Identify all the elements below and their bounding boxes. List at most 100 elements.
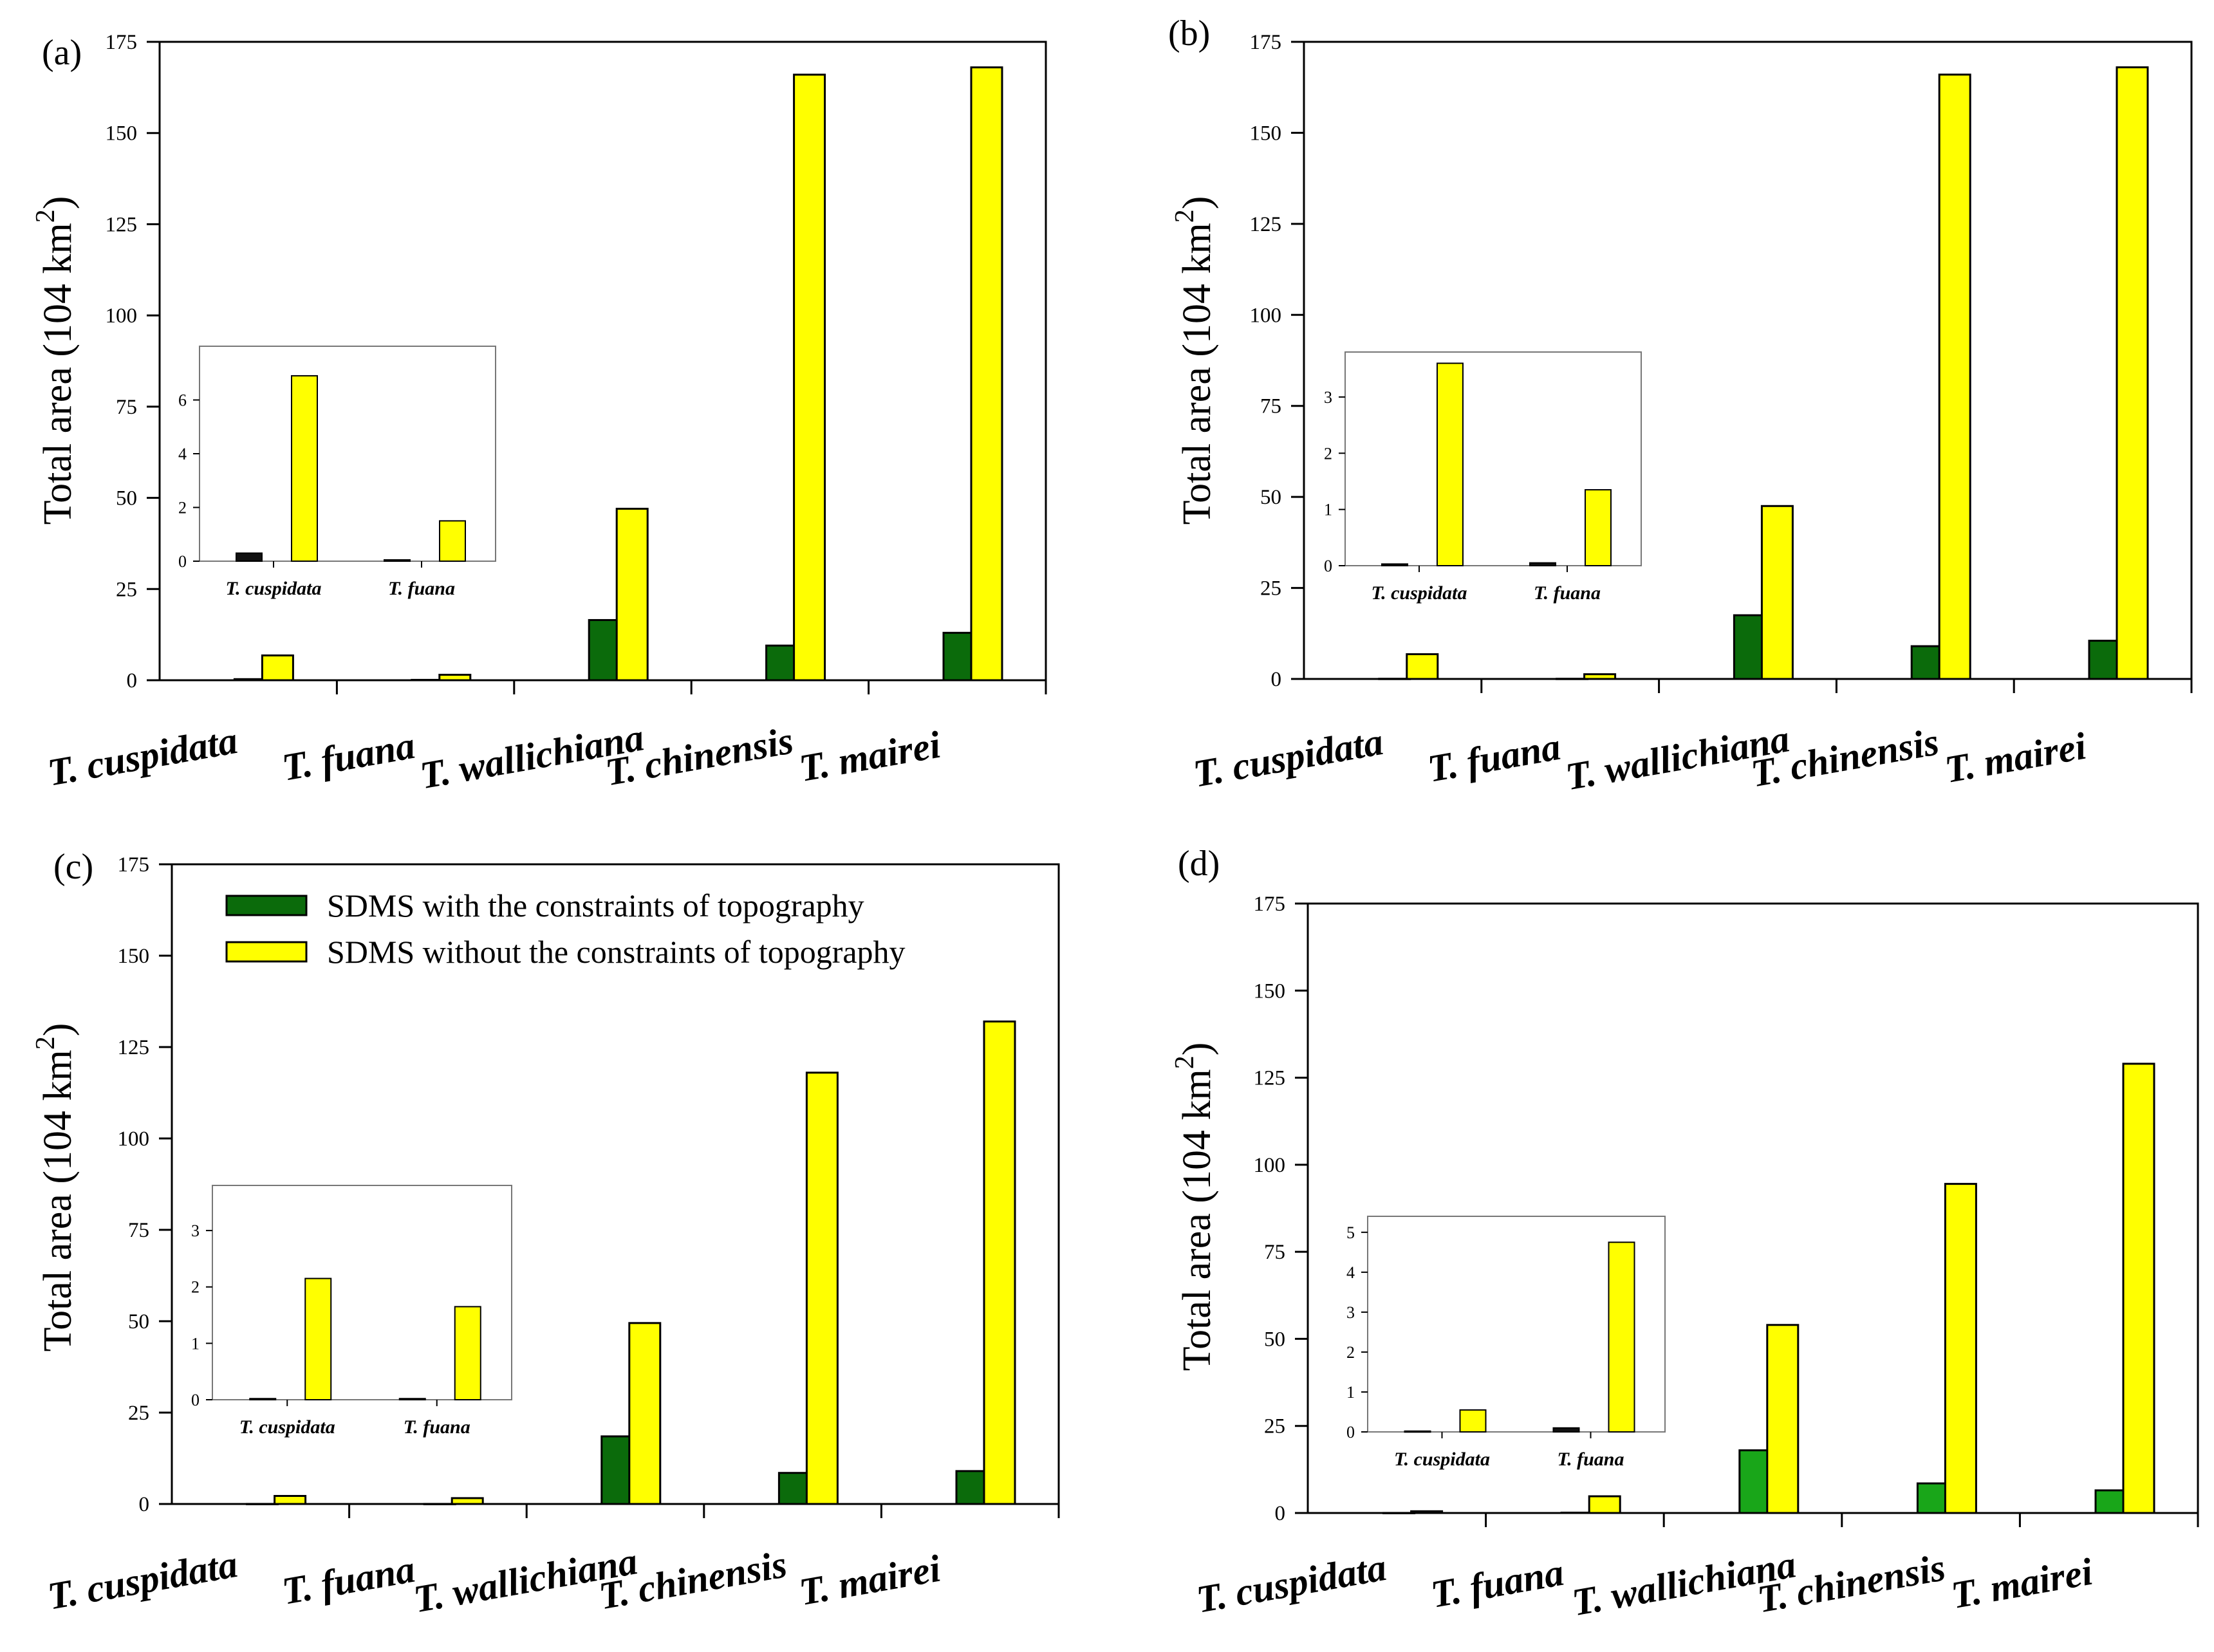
- legend-label-without-constraints: SDMS without the constraints of topograp…: [327, 934, 906, 970]
- category-label: T. fuana: [279, 1548, 418, 1613]
- inset-y-tick-label: 2: [1324, 444, 1332, 463]
- inset-y-tick-label: 4: [178, 445, 187, 463]
- category-label: T. cuspidata: [1190, 720, 1386, 795]
- category-label: T. mairei: [796, 723, 944, 790]
- inset-y-tick-label: 3: [191, 1221, 200, 1240]
- y-tick-label: 75: [116, 396, 137, 419]
- bar-without-constraints: [1766, 1324, 1800, 1514]
- inset-bar-with-constraints: [398, 1398, 426, 1400]
- y-axis-label: Total area (104 km2): [1170, 1043, 1219, 1371]
- inset-category-label: T. fuana: [404, 1416, 470, 1438]
- y-tick-label: 0: [1275, 1502, 1286, 1525]
- y-tick-label: 25: [1260, 577, 1281, 600]
- bar-without-constraints: [1583, 673, 1617, 680]
- bar-without-constraints: [615, 508, 649, 682]
- bar-without-constraints: [1760, 505, 1794, 680]
- category-label: T. mairei: [796, 1547, 944, 1613]
- y-tick-label: 50: [1264, 1328, 1285, 1351]
- bar-without-constraints: [2122, 1063, 2155, 1514]
- inset-y-tick-label: 0: [1346, 1423, 1355, 1442]
- y-axis-label-close: ): [1175, 196, 1219, 210]
- panel-label: (d): [1178, 844, 1220, 884]
- inset-category-label: T. cuspidata: [226, 578, 322, 599]
- inset-bar-without-constraints: [1585, 489, 1612, 566]
- bar-without-constraints: [1944, 1183, 1977, 1514]
- category-label: T. fuana: [279, 724, 418, 789]
- y-axis-label-close: ): [36, 196, 80, 210]
- bar-with-constraints: [777, 1472, 811, 1505]
- bar-without-constraints: [274, 1495, 307, 1505]
- inset-y-tick-label: 0: [178, 552, 187, 571]
- y-tick-label: 100: [1250, 304, 1282, 327]
- inset-bar-with-constraints: [1404, 1430, 1431, 1433]
- y-axis-label: Total area (104 km2): [31, 196, 80, 525]
- bar-with-constraints: [955, 1470, 989, 1505]
- y-tick-label: 0: [1271, 668, 1282, 691]
- inset-bar-with-constraints: [1381, 563, 1408, 567]
- bar-with-constraints: [1738, 1449, 1772, 1514]
- y-tick-label: 0: [139, 1493, 150, 1516]
- inset-y-tick-label: 4: [1346, 1263, 1355, 1282]
- inset-y-tick-label: 1: [1346, 1383, 1355, 1402]
- y-tick-label: 175: [118, 853, 150, 877]
- y-axis-label: Total area (104 km2): [1170, 196, 1219, 525]
- inset-y-tick-label: 6: [178, 391, 187, 410]
- y-tick-label: 0: [127, 669, 138, 692]
- y-tick-label: 175: [1254, 893, 1286, 916]
- inset-category-label: T. cuspidata: [239, 1416, 335, 1438]
- y-axis-label-superscript: 2: [1170, 1055, 1200, 1069]
- y-tick-label: 125: [1254, 1067, 1286, 1090]
- bar-without-constraints: [793, 73, 826, 682]
- y-axis-label-close: ): [1175, 1043, 1219, 1056]
- bar-without-constraints: [1588, 1495, 1621, 1514]
- y-axis-label-text: Total area (104 km: [36, 223, 80, 524]
- y-axis-label-text: Total area (104 km: [1175, 223, 1219, 524]
- inset-y-tick-label: 2: [191, 1278, 200, 1297]
- legend-swatch-with-constraints: [225, 895, 308, 916]
- bar-with-constraints: [1378, 678, 1411, 680]
- bar-without-constraints: [1410, 1510, 1444, 1514]
- bar-without-constraints: [983, 1020, 1016, 1505]
- bar-without-constraints: [628, 1322, 662, 1505]
- bar-without-constraints: [970, 66, 1003, 682]
- inset-category-label: T. fuana: [1558, 1449, 1624, 1470]
- inset-bar-without-constraints: [1459, 1409, 1487, 1433]
- y-tick-label: 100: [118, 1128, 150, 1151]
- y-tick-label: 75: [1264, 1241, 1285, 1264]
- y-tick-label: 25: [1264, 1415, 1285, 1438]
- inset-bar-without-constraints: [1437, 362, 1464, 566]
- y-tick-label: 50: [116, 487, 137, 510]
- y-tick-label: 150: [1250, 122, 1282, 145]
- bar-with-constraints: [942, 631, 976, 682]
- category-label: T. mairei: [1942, 725, 2090, 791]
- y-tick-label: 175: [1250, 31, 1282, 54]
- y-axis-label: Total area (104 km2): [31, 1023, 80, 1352]
- inset-bar-with-constraints: [1529, 562, 1556, 567]
- inset-y-tick-label: 0: [1324, 557, 1332, 575]
- legend: SDMS with the constraints of topography S…: [225, 887, 906, 970]
- bar-without-constraints: [261, 654, 294, 682]
- inset-bar-without-constraints: [439, 520, 466, 562]
- bar-without-constraints: [1406, 653, 1439, 680]
- bar-with-constraints: [600, 1435, 634, 1505]
- category-label: T. fuana: [1424, 725, 1563, 790]
- y-axis-label-close: ): [36, 1023, 80, 1037]
- inset-bar-without-constraints: [291, 375, 318, 562]
- y-tick-label: 75: [128, 1219, 149, 1242]
- y-tick-label: 175: [106, 31, 138, 54]
- bar-with-constraints: [246, 1503, 279, 1505]
- category-label: T. cuspidata: [44, 719, 241, 794]
- bar-without-constraints: [805, 1072, 839, 1505]
- bar-with-constraints: [233, 678, 266, 682]
- category-label: T. cuspidata: [1193, 1546, 1390, 1621]
- inset-category-label: T. fuana: [388, 578, 455, 599]
- bar-with-constraints: [588, 618, 621, 682]
- inset-y-tick-label: 1: [1324, 501, 1332, 519]
- inset-y-tick-label: 2: [178, 499, 187, 517]
- inset-y-tick-label: 5: [1346, 1223, 1355, 1242]
- category-label: T. fuana: [1428, 1551, 1567, 1616]
- y-tick-label: 25: [116, 578, 137, 601]
- panel-label: (a): [42, 33, 82, 73]
